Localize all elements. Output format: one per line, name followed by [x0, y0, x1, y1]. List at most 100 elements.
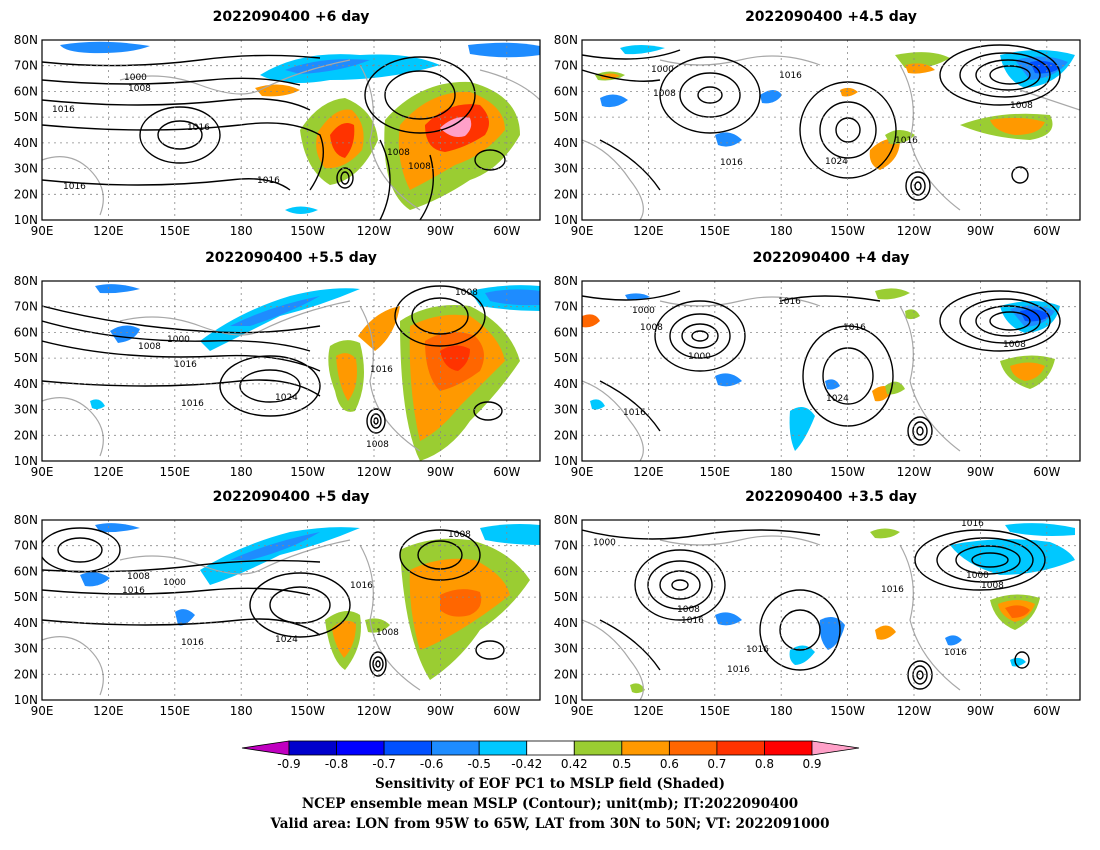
svg-text:80N: 80N — [554, 33, 578, 47]
mslp-contours — [582, 290, 1061, 446]
mslp-contours — [42, 54, 506, 221]
colorbar-box — [478, 740, 528, 756]
svg-text:1016: 1016 — [63, 182, 86, 192]
svg-text:90E: 90E — [571, 465, 594, 479]
svg-text:30N: 30N — [14, 642, 38, 656]
svg-text:20N: 20N — [14, 187, 38, 201]
svg-text:1016: 1016 — [720, 158, 743, 168]
coastlines — [42, 300, 421, 457]
svg-text:1016: 1016 — [895, 136, 918, 146]
svg-text:20N: 20N — [14, 428, 38, 442]
svg-text:150W: 150W — [830, 224, 865, 238]
panel-5-5day: 2022090400 +5.5 day — [14, 250, 541, 479]
svg-text:90E: 90E — [571, 704, 594, 718]
gridlines — [582, 281, 1080, 461]
svg-text:60W: 60W — [1033, 465, 1060, 479]
svg-text:1008: 1008 — [981, 581, 1004, 591]
svg-text:80N: 80N — [554, 513, 578, 527]
svg-text:1008: 1008 — [455, 288, 478, 298]
svg-text:1000: 1000 — [651, 65, 674, 75]
lon-axis: 90E 120E 150E 180 150W 120W 90W 60W — [31, 704, 521, 718]
svg-text:70N: 70N — [14, 300, 38, 314]
contour-labels: 1000 1016 1008 1016 1000 1008 1024 1016 — [623, 297, 1026, 418]
svg-text:70N: 70N — [554, 539, 578, 553]
colorbar-tick-label: 0.9 — [802, 757, 821, 771]
map-frame — [581, 39, 1081, 221]
gridlines — [42, 520, 540, 700]
mslp-contours — [42, 285, 503, 434]
svg-text:40N: 40N — [14, 377, 38, 391]
colorbar-box — [383, 740, 433, 756]
svg-text:120E: 120E — [633, 704, 664, 718]
mslp-contours — [582, 44, 1061, 201]
svg-text:10N: 10N — [554, 213, 578, 227]
svg-text:1008: 1008 — [653, 89, 676, 99]
shading-negative — [80, 523, 540, 626]
svg-text:1016: 1016 — [681, 616, 704, 626]
svg-text:120W: 120W — [897, 465, 932, 479]
svg-text:10N: 10N — [14, 454, 38, 468]
svg-text:60W: 60W — [1033, 224, 1060, 238]
svg-text:60N: 60N — [554, 564, 578, 578]
svg-text:30N: 30N — [554, 642, 578, 656]
svg-text:80N: 80N — [14, 33, 38, 47]
svg-text:120W: 120W — [897, 704, 932, 718]
shading-positive — [325, 538, 530, 680]
svg-text:50N: 50N — [554, 590, 578, 604]
svg-text:1024: 1024 — [275, 393, 298, 403]
panel-title: 2022090400 +5 day — [213, 489, 370, 505]
svg-text:150W: 150W — [830, 704, 865, 718]
colorbar-tick-label: 0.42 — [561, 757, 588, 771]
colorbar-tick-label: 0.6 — [660, 757, 679, 771]
svg-text:90W: 90W — [427, 224, 454, 238]
svg-text:120E: 120E — [633, 224, 664, 238]
mslp-contours — [42, 527, 505, 677]
svg-text:40N: 40N — [554, 377, 578, 391]
svg-text:120W: 120W — [357, 224, 392, 238]
caption-line-3: Valid area: LON from 95W to 65W, LAT fro… — [270, 816, 830, 832]
svg-text:1008: 1008 — [366, 440, 389, 450]
svg-text:90E: 90E — [571, 224, 594, 238]
svg-text:1008: 1008 — [448, 530, 471, 540]
svg-text:120E: 120E — [633, 465, 664, 479]
colorbar-arrow-low — [241, 740, 290, 756]
svg-text:1008: 1008 — [376, 628, 399, 638]
svg-text:40N: 40N — [14, 616, 38, 630]
gridlines — [42, 281, 540, 461]
panel-4day: 2022090400 +4 day — [554, 250, 1081, 479]
svg-text:150W: 150W — [290, 465, 325, 479]
svg-text:90W: 90W — [967, 704, 994, 718]
svg-text:70N: 70N — [554, 59, 578, 73]
svg-text:50N: 50N — [554, 110, 578, 124]
lat-axis: 10N 20N 30N 40N 50N 60N 70N 80N — [554, 274, 578, 468]
svg-text:10N: 10N — [554, 454, 578, 468]
caption-line-2: NCEP ensemble mean MSLP (Contour); unit(… — [301, 796, 799, 812]
colorbar-tick-label: 0.5 — [612, 757, 631, 771]
svg-text:1016: 1016 — [623, 408, 646, 418]
svg-text:120W: 120W — [897, 224, 932, 238]
lon-axis: 90E 120E 150E 180 150W 120W 90W 60W — [571, 224, 1061, 238]
svg-text:40N: 40N — [14, 136, 38, 150]
colorbar-tick-label: 0.8 — [755, 757, 774, 771]
svg-text:1000: 1000 — [688, 352, 711, 362]
lat-axis: 10N 20N 30N 40N 50N 60N 70N 80N — [554, 513, 578, 707]
svg-text:180: 180 — [230, 224, 253, 238]
panel-5day: 2022090400 +5 day — [14, 489, 541, 718]
panel-title: 2022090400 +4 day — [753, 250, 910, 266]
colorbar-box — [716, 740, 765, 756]
gridlines — [42, 40, 540, 220]
panel-title: 2022090400 +6 day — [213, 9, 370, 25]
svg-text:180: 180 — [230, 704, 253, 718]
svg-text:1016: 1016 — [181, 399, 204, 409]
svg-text:150E: 150E — [160, 465, 191, 479]
contour-labels: 1016 1000 1000 1008 1016 1008 1016 1016 … — [593, 520, 1004, 675]
svg-text:60N: 60N — [14, 325, 38, 339]
colorbar-arrow-high — [811, 740, 860, 756]
svg-text:1024: 1024 — [826, 394, 849, 404]
contour-labels: 1008 1000 1008 1016 1016 1016 1024 1008 — [138, 288, 478, 450]
lon-axis: 90E 120E 150E 180 150W 120W 90W 60W — [571, 465, 1061, 479]
panel-6day: 2022090400 +6 day — [14, 9, 541, 238]
svg-text:50N: 50N — [14, 351, 38, 365]
svg-text:150E: 150E — [700, 465, 731, 479]
colorbar-tick-label: -0.6 — [420, 757, 443, 771]
